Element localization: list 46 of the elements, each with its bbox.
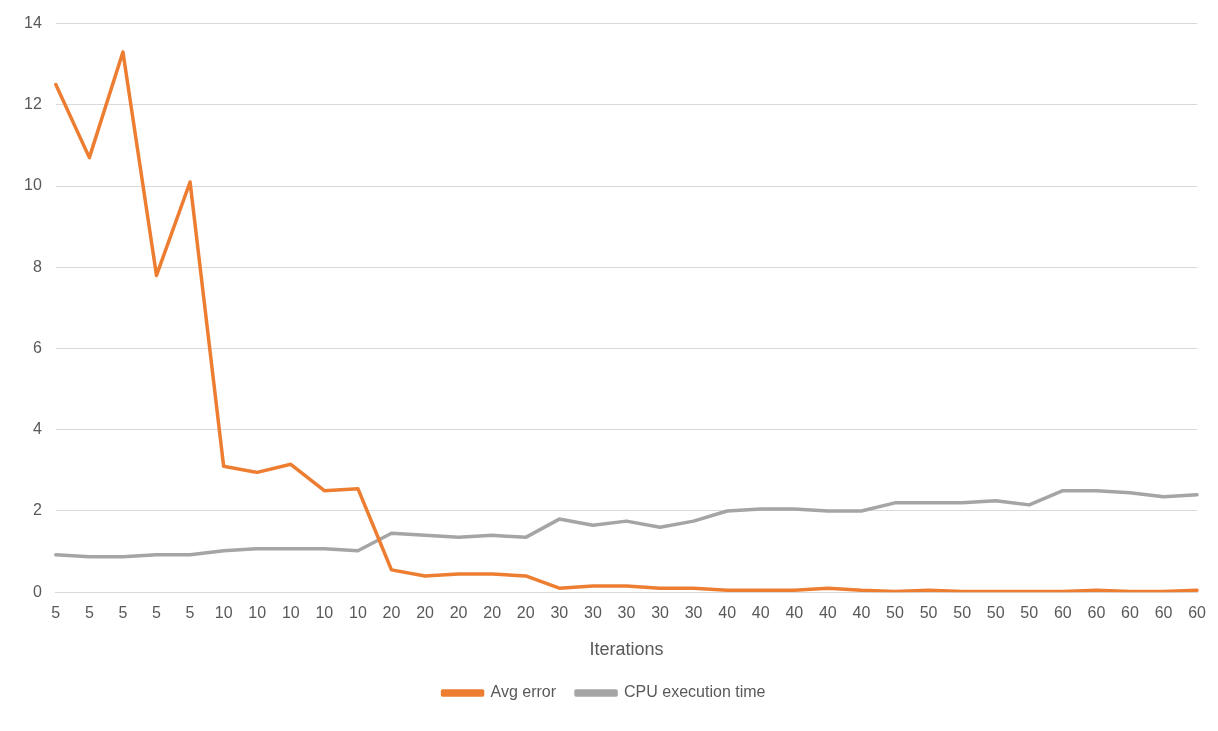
y-tick-label: 12	[24, 95, 42, 113]
x-tick-label: 40	[785, 604, 804, 622]
x-axis-title: Iterations	[589, 639, 664, 660]
x-tick-label: 30	[651, 604, 670, 622]
x-tick-label: 10	[315, 604, 334, 622]
x-tick-label: 10	[349, 604, 367, 622]
x-tick-label: 60	[1154, 604, 1173, 622]
legend-label: CPU execution time	[624, 683, 766, 701]
x-tick-label: 5	[51, 604, 61, 622]
y-tick-label: 4	[32, 420, 42, 438]
x-tick-label: 20	[416, 604, 435, 622]
x-tick-label: 5	[185, 604, 195, 622]
x-tick-label: 40	[818, 604, 837, 622]
x-tick-label: 5	[152, 604, 162, 622]
x-tick-label: 30	[583, 604, 602, 622]
x-tick-label: 30	[684, 604, 703, 622]
x-tick-label: 50	[953, 604, 972, 622]
y-tick-label: 0	[32, 582, 42, 600]
x-tick-label: 50	[886, 604, 904, 622]
x-tick-label: 30	[550, 604, 569, 622]
y-tick-label: 6	[32, 338, 42, 356]
x-tick-label: 60	[1121, 604, 1139, 622]
x-tick-label: 10	[248, 604, 267, 622]
y-tick-label: 8	[32, 257, 42, 275]
x-tick-label: 10	[214, 604, 233, 622]
x-tick-label: 5	[84, 604, 94, 622]
x-tick-label: 60	[1188, 604, 1207, 622]
x-tick-label: 50	[986, 604, 1005, 622]
x-tick-label: 40	[718, 604, 737, 622]
x-tick-label: 20	[382, 604, 401, 622]
x-tick-label: 60	[1053, 604, 1072, 622]
x-tick-label: 40	[751, 604, 770, 622]
y-tick-label: 14	[24, 14, 42, 32]
legend-label: Avg error	[490, 683, 557, 701]
x-tick-label: 60	[1087, 604, 1106, 622]
x-tick-label: 50	[919, 604, 938, 622]
x-tick-label: 20	[483, 604, 502, 622]
x-tick-label: 50	[1020, 604, 1039, 622]
x-tick-label: 30	[617, 604, 636, 622]
x-tick-label: 5	[118, 604, 128, 622]
x-tick-label: 20	[449, 604, 468, 622]
y-tick-label: 10	[24, 176, 42, 194]
x-tick-label: 40	[852, 604, 871, 622]
y-tick-label: 2	[32, 501, 42, 519]
x-tick-label: 20	[516, 604, 535, 622]
x-tick-label: 10	[281, 604, 300, 622]
